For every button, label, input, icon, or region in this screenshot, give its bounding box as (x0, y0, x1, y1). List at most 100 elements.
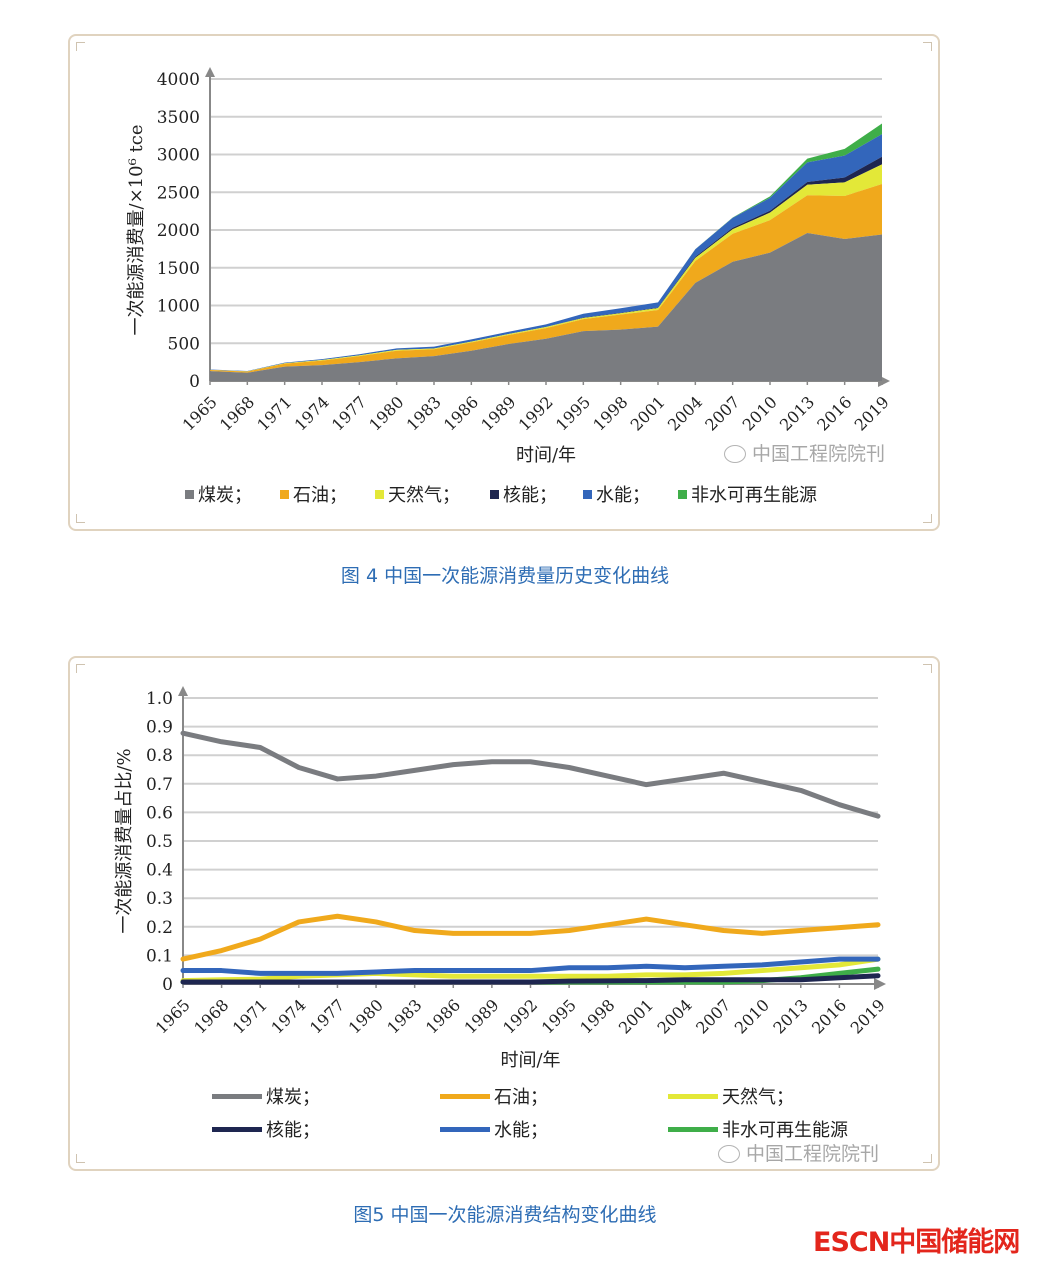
legend-label: 非水可再生能源 (691, 485, 817, 506)
corner-mark (76, 664, 85, 673)
legend-swatch (668, 1093, 718, 1099)
y-tick-label: 0.9 (146, 718, 173, 738)
legend-swatch (583, 489, 592, 499)
corner-mark (76, 42, 85, 51)
y-tick-label: 1500 (157, 259, 200, 279)
legend-item: 煤炭； (185, 481, 252, 507)
corner-mark (923, 42, 932, 51)
legend-label: 非水可再生能源 (722, 1120, 848, 1141)
wechat-icon (724, 445, 746, 463)
x-tick-label: 1965 (152, 995, 194, 1037)
y-axis-label: 一次能源消费量/×10⁶ tce (126, 125, 147, 336)
y-tick-label: 0 (189, 372, 200, 392)
y-axis-arrow-icon (178, 686, 188, 696)
legend-item: 石油； (440, 1083, 548, 1109)
y-tick-label: 0 (162, 975, 173, 995)
x-tick-label: 1983 (383, 995, 425, 1037)
line-series (180, 913, 881, 962)
x-axis-label: 时间/年 (516, 445, 576, 466)
corner-mark (76, 514, 85, 523)
figure5-frame (68, 656, 940, 1171)
legend-item: 水能； (440, 1116, 548, 1142)
legend-item: 非水可再生能源 (678, 481, 817, 507)
legend-item: 水能； (583, 481, 650, 507)
y-tick-label: 1.0 (146, 689, 173, 709)
legend-label: 天然气； (388, 485, 460, 506)
y-tick-label: 0.5 (146, 832, 173, 852)
legend-swatch (668, 1126, 718, 1132)
x-tick-label: 2004 (654, 995, 696, 1037)
y-tick-label: 0.7 (146, 775, 173, 795)
figure4-frame (68, 34, 940, 531)
x-tick-label: 1980 (345, 995, 387, 1037)
legend-item: 煤炭； (212, 1083, 320, 1109)
figure4-caption: 图 4 中国一次能源消费量历史变化曲线 (340, 565, 670, 587)
legend-swatch (280, 489, 289, 499)
watermark-text: 中国工程院院刊 (752, 443, 886, 465)
legend-swatch (678, 489, 687, 499)
x-tick-label: 2016 (808, 995, 850, 1037)
x-tick-label: 2007 (692, 995, 734, 1037)
x-tick-label: 1998 (576, 995, 618, 1037)
line-series (180, 956, 881, 976)
x-tick-label: 1995 (538, 995, 580, 1037)
legend-swatch (212, 1093, 262, 1099)
area-series (210, 233, 882, 381)
y-tick-label: 0.2 (146, 918, 173, 938)
x-tick-label: 2013 (769, 995, 811, 1037)
x-tick-label: 1968 (190, 995, 232, 1037)
legend-item: 核能； (490, 481, 557, 507)
y-tick-label: 3000 (157, 146, 200, 166)
watermark-text: 中国工程院院刊 (746, 1143, 880, 1165)
line-series (180, 730, 881, 819)
y-tick-label: 3500 (157, 108, 200, 128)
y-axis-arrow-icon (205, 67, 215, 77)
legend-item: 石油； (280, 481, 347, 507)
x-tick-label: 1974 (267, 995, 309, 1037)
y-tick-label: 0.6 (146, 803, 173, 823)
legend-item: 核能； (212, 1116, 320, 1142)
x-axis-arrow-icon (874, 978, 886, 990)
figure5-caption: 图5 中国一次能源消费结构变化曲线 (353, 1204, 657, 1226)
legend-swatch (185, 489, 194, 499)
y-tick-label: 1000 (157, 297, 200, 317)
escn-logo: ESCN中国储能网 (813, 1227, 1020, 1258)
x-tick-label: 1989 (460, 995, 502, 1037)
corner-mark (76, 1154, 85, 1163)
y-axis-label: 一次能源消费量占比/% (114, 748, 135, 933)
legend-label: 核能； (266, 1120, 320, 1141)
x-tick-label: 2001 (615, 995, 657, 1037)
line-series (180, 956, 881, 984)
legend-item: 非水可再生能源 (668, 1116, 848, 1142)
y-tick-label: 0.4 (146, 861, 173, 881)
corner-mark (923, 1154, 932, 1163)
y-tick-label: 4000 (157, 70, 200, 90)
legend-label: 天然气； (722, 1087, 794, 1108)
y-tick-label: 0.1 (146, 946, 173, 966)
y-tick-label: 2000 (157, 221, 200, 241)
chart-energy-consumption: 0500100015002000250030003500400019651968… (126, 67, 893, 466)
watermark: 中国工程院院刊 (718, 1143, 879, 1165)
wechat-icon (718, 1145, 740, 1163)
legend-label: 煤炭； (266, 1087, 320, 1108)
x-axis-label: 时间/年 (500, 1050, 560, 1071)
legend-item: 天然气； (668, 1083, 794, 1109)
x-tick-label: 2019 (847, 995, 889, 1037)
legend-swatch (212, 1126, 262, 1132)
legend-label: 水能； (494, 1120, 548, 1141)
legend-swatch (375, 489, 384, 499)
x-tick-label: 1977 (306, 995, 348, 1037)
x-tick-label: 2010 (731, 995, 773, 1037)
area-series (210, 164, 882, 372)
y-tick-label: 0.8 (146, 746, 173, 766)
legend-label: 石油； (293, 485, 347, 506)
corner-mark (923, 514, 932, 523)
x-tick-label: 1992 (499, 995, 541, 1037)
x-tick-label: 1971 (229, 995, 271, 1037)
line-series (180, 973, 881, 985)
legend-swatch (440, 1093, 490, 1099)
legend-label: 煤炭； (198, 485, 252, 506)
legend-label: 石油； (494, 1087, 548, 1108)
y-tick-label: 2500 (157, 183, 200, 203)
